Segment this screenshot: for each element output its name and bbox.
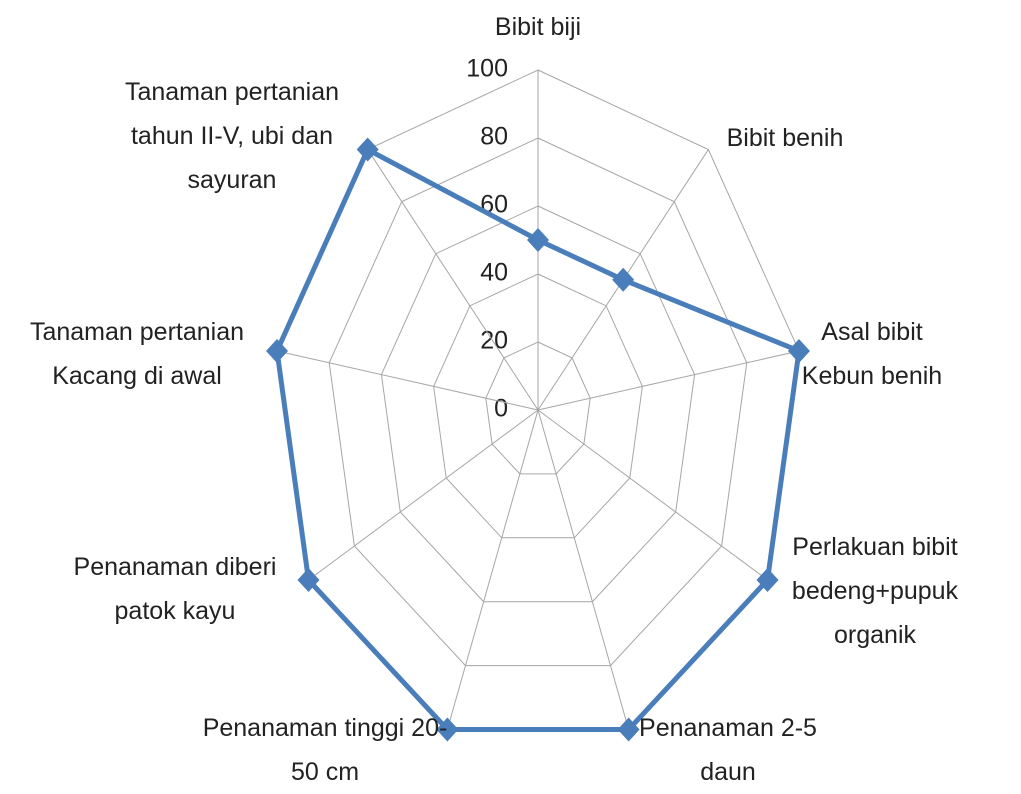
- spoke: [446, 409, 539, 730]
- marker: [297, 568, 320, 592]
- spoke: [537, 409, 630, 730]
- marker: [266, 338, 289, 363]
- spoke: [537, 350, 800, 411]
- grid-ring: [328, 137, 748, 667]
- category-label: Perlakuan bibit bedeng+pupuk organik: [791, 533, 959, 649]
- category-label: Tanaman pertanian Kacang di awal: [29, 318, 245, 390]
- marker: [612, 267, 635, 292]
- grid-ring: [380, 205, 696, 603]
- category-label: Penanaman 2-5 daun: [639, 714, 817, 786]
- spoke: [367, 149, 539, 411]
- marker: [617, 717, 640, 742]
- y-tick-label: 40: [480, 259, 508, 287]
- category-label: Bibit biji: [494, 13, 582, 41]
- y-tick-label: 0: [494, 395, 508, 423]
- y-tick-label: 20: [480, 327, 508, 355]
- marker: [527, 228, 549, 252]
- marker: [356, 137, 379, 162]
- category-label: Bibit benih: [726, 124, 844, 152]
- spoke: [276, 350, 539, 411]
- spoke: [537, 409, 768, 581]
- category-label: Penanaman tinggi 20-50 cm: [202, 714, 448, 786]
- grid-ring: [485, 341, 591, 475]
- y-tick-label: 80: [480, 123, 508, 151]
- series-line: [274, 147, 802, 732]
- marker: [436, 717, 459, 742]
- category-label: Asal bibit Kebun benih: [801, 318, 943, 390]
- marker: [756, 568, 779, 592]
- category-label: Penanaman diberi patok kayu: [73, 553, 277, 625]
- marker: [787, 338, 810, 363]
- spoke: [308, 409, 539, 581]
- y-tick-label: 100: [466, 55, 508, 83]
- grid-ring: [433, 273, 643, 539]
- category-label: Tanaman pertanian tahun II-V, ubi dan sa…: [124, 78, 340, 194]
